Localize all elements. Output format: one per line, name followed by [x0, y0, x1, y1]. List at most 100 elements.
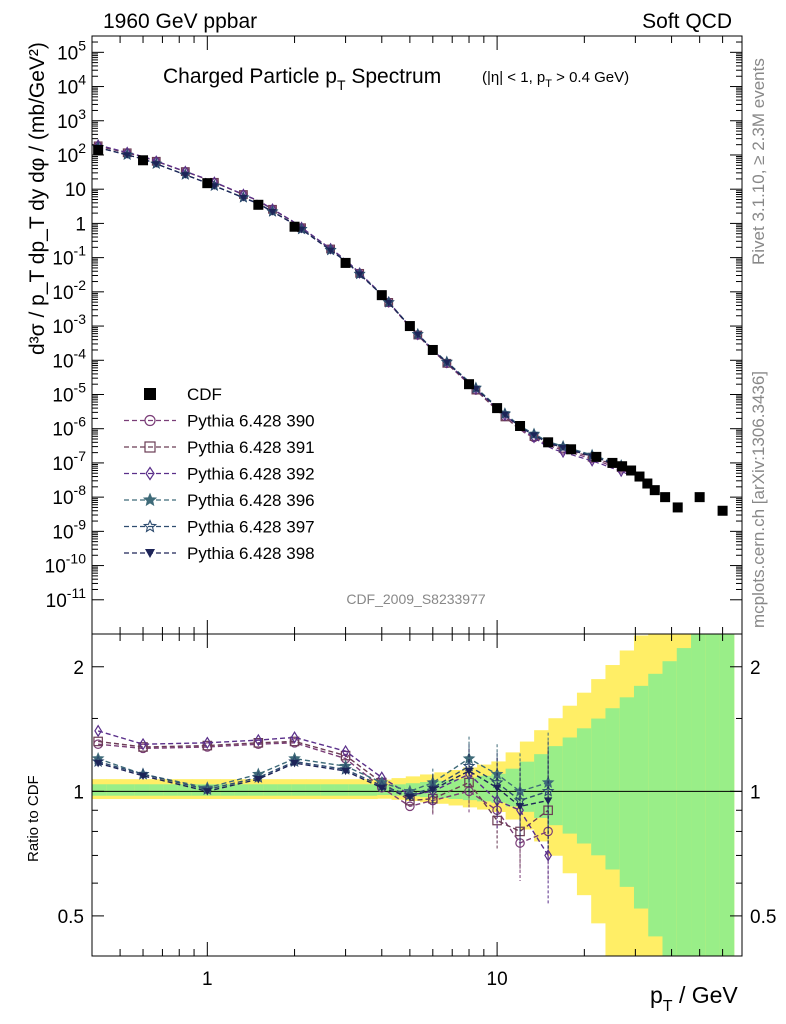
ratio-band-inner — [234, 784, 250, 796]
main-y-tick-label: 10-3 — [52, 311, 86, 338]
main-y-tick-label: 10-9 — [52, 516, 86, 543]
energy-label: 1960 GeV ppbar — [103, 10, 257, 33]
legend-label: Pythia 6.428 397 — [187, 518, 315, 537]
data-point-triangle — [326, 247, 335, 255]
main-y-axis-label: d³σ / p_T dp_T dy dφ / (mb/GeV²) — [26, 42, 49, 355]
data-point-circle — [144, 414, 156, 427]
data-point-square — [289, 221, 300, 232]
legend-label: Pythia 6.428 391 — [187, 438, 315, 457]
legend-label: CDF — [187, 385, 222, 404]
ratio-band-inner — [348, 784, 364, 796]
data-point-diamond — [139, 737, 147, 751]
category-label: Soft QCD — [642, 10, 732, 33]
ratio-band-inner — [320, 784, 335, 796]
ratio-band-inner — [177, 784, 193, 796]
data-point-diamond — [544, 849, 553, 862]
ratio-y-tick-label: 0.5 — [58, 907, 84, 928]
rivet-version-label: Rivet 3.1.10, ≥ 2.3M events — [749, 58, 768, 265]
analysis-id-label: CDF_2009_S8233977 — [346, 591, 486, 607]
data-point-square — [202, 178, 213, 189]
data-point-square — [660, 492, 671, 503]
data-point-triangle — [254, 775, 263, 784]
main-y-tick-label: 10 — [65, 180, 86, 201]
ratio-band-inner — [562, 737, 578, 834]
ratio-band-inner — [134, 784, 150, 796]
data-point-triangle — [515, 803, 525, 811]
main-y-tick-label: 10-11 — [46, 585, 87, 612]
x-axis-label: pT / GeV — [650, 982, 738, 1015]
data-point-square — [376, 290, 387, 301]
ratio-plot-frame — [91, 633, 743, 957]
data-point-square — [427, 344, 438, 355]
main-series-line — [97, 146, 632, 471]
main-y-tick-label: 104 — [57, 72, 86, 99]
data-point-triangle — [268, 209, 277, 216]
data-point-star — [142, 492, 158, 507]
data-point-diamond — [203, 736, 212, 750]
ratio-y-tick-label-right: 2 — [750, 658, 761, 679]
ratio-band-inner — [605, 708, 621, 870]
data-point-triangle — [181, 172, 190, 179]
data-point-triangle — [443, 359, 451, 367]
main-y-tick-label: 102 — [57, 140, 86, 167]
data-point-open-square — [253, 738, 264, 748]
ratio-band-inner — [291, 784, 307, 796]
data-point-triangle — [464, 767, 474, 776]
data-point-square — [93, 144, 104, 155]
main-series-line — [97, 144, 632, 477]
legend-label: Pythia 6.428 390 — [187, 412, 315, 431]
ratio-band-inner — [719, 634, 735, 956]
legend: CDF Pythia 6.428 390 Pythia 6.428 391 Pythi… — [124, 385, 315, 563]
data-point-triangle — [559, 444, 567, 452]
ratio-band-inner — [277, 784, 293, 796]
main-y-tick-label: 10-8 — [52, 482, 86, 509]
legend-label: Pythia 6.428 392 — [187, 465, 315, 484]
ratio-band-inner — [619, 697, 635, 887]
main-y-tick-label: 1 — [75, 214, 86, 235]
data-point-square — [642, 478, 653, 489]
data-point-square — [340, 257, 351, 268]
main-series-line — [97, 147, 632, 472]
data-point-diamond — [145, 466, 155, 481]
data-point-open-star — [513, 793, 527, 806]
ratio-band-inner — [548, 746, 564, 826]
data-point-triangle — [93, 759, 103, 768]
data-point-open-star — [142, 519, 158, 533]
data-point-open-square — [144, 441, 156, 453]
plot-cut-label: (|η| < 1, pT > 0.4 GeV) — [482, 69, 629, 90]
data-point-circle — [405, 801, 415, 812]
ratio-band-inner — [633, 685, 649, 909]
plot-title: Charged Particle pT Spectrum — [163, 65, 441, 93]
ratio-band-inner — [705, 634, 721, 956]
ratio-band-inner — [106, 784, 122, 796]
ratio-band-inner — [120, 784, 136, 796]
data-point-open-star — [541, 784, 555, 797]
data-point-square — [566, 444, 577, 455]
main-series-line — [97, 145, 632, 475]
main-y-tick-label: 10-6 — [52, 414, 86, 441]
data-point-square — [607, 457, 618, 468]
data-point-square — [464, 379, 475, 390]
ratio-band-inner — [220, 784, 236, 796]
ratio-band-inner — [662, 661, 678, 956]
data-point-square — [617, 461, 628, 472]
main-y-tick-label: 10-10 — [45, 551, 87, 578]
main-y-tick-label: 10-1 — [52, 243, 86, 270]
data-point-square — [626, 465, 637, 476]
data-point-square — [591, 451, 602, 462]
data-point-square — [515, 420, 526, 431]
main-data-series — [92, 138, 728, 516]
data-point-triangle — [377, 784, 386, 792]
data-point-open-square — [138, 742, 148, 752]
ratio-band-inner — [206, 784, 221, 796]
data-point-square — [253, 199, 264, 210]
ratio-band-inner — [248, 784, 264, 796]
data-point-triangle — [355, 271, 364, 279]
data-point-square — [694, 492, 705, 503]
data-point-triangle — [152, 161, 161, 168]
ratio-band-inner — [391, 784, 407, 796]
ratio-band-inner — [362, 784, 378, 796]
data-point-triangle — [405, 793, 415, 802]
main-y-tick-label: 103 — [57, 106, 86, 133]
